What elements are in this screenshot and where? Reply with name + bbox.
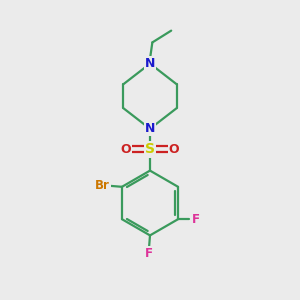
Text: O: O bbox=[169, 143, 179, 156]
Text: Br: Br bbox=[95, 179, 110, 192]
Text: F: F bbox=[145, 247, 152, 260]
Text: O: O bbox=[121, 143, 131, 156]
Text: F: F bbox=[192, 213, 200, 226]
Text: N: N bbox=[145, 122, 155, 135]
Text: S: S bbox=[145, 142, 155, 156]
Text: N: N bbox=[145, 57, 155, 70]
